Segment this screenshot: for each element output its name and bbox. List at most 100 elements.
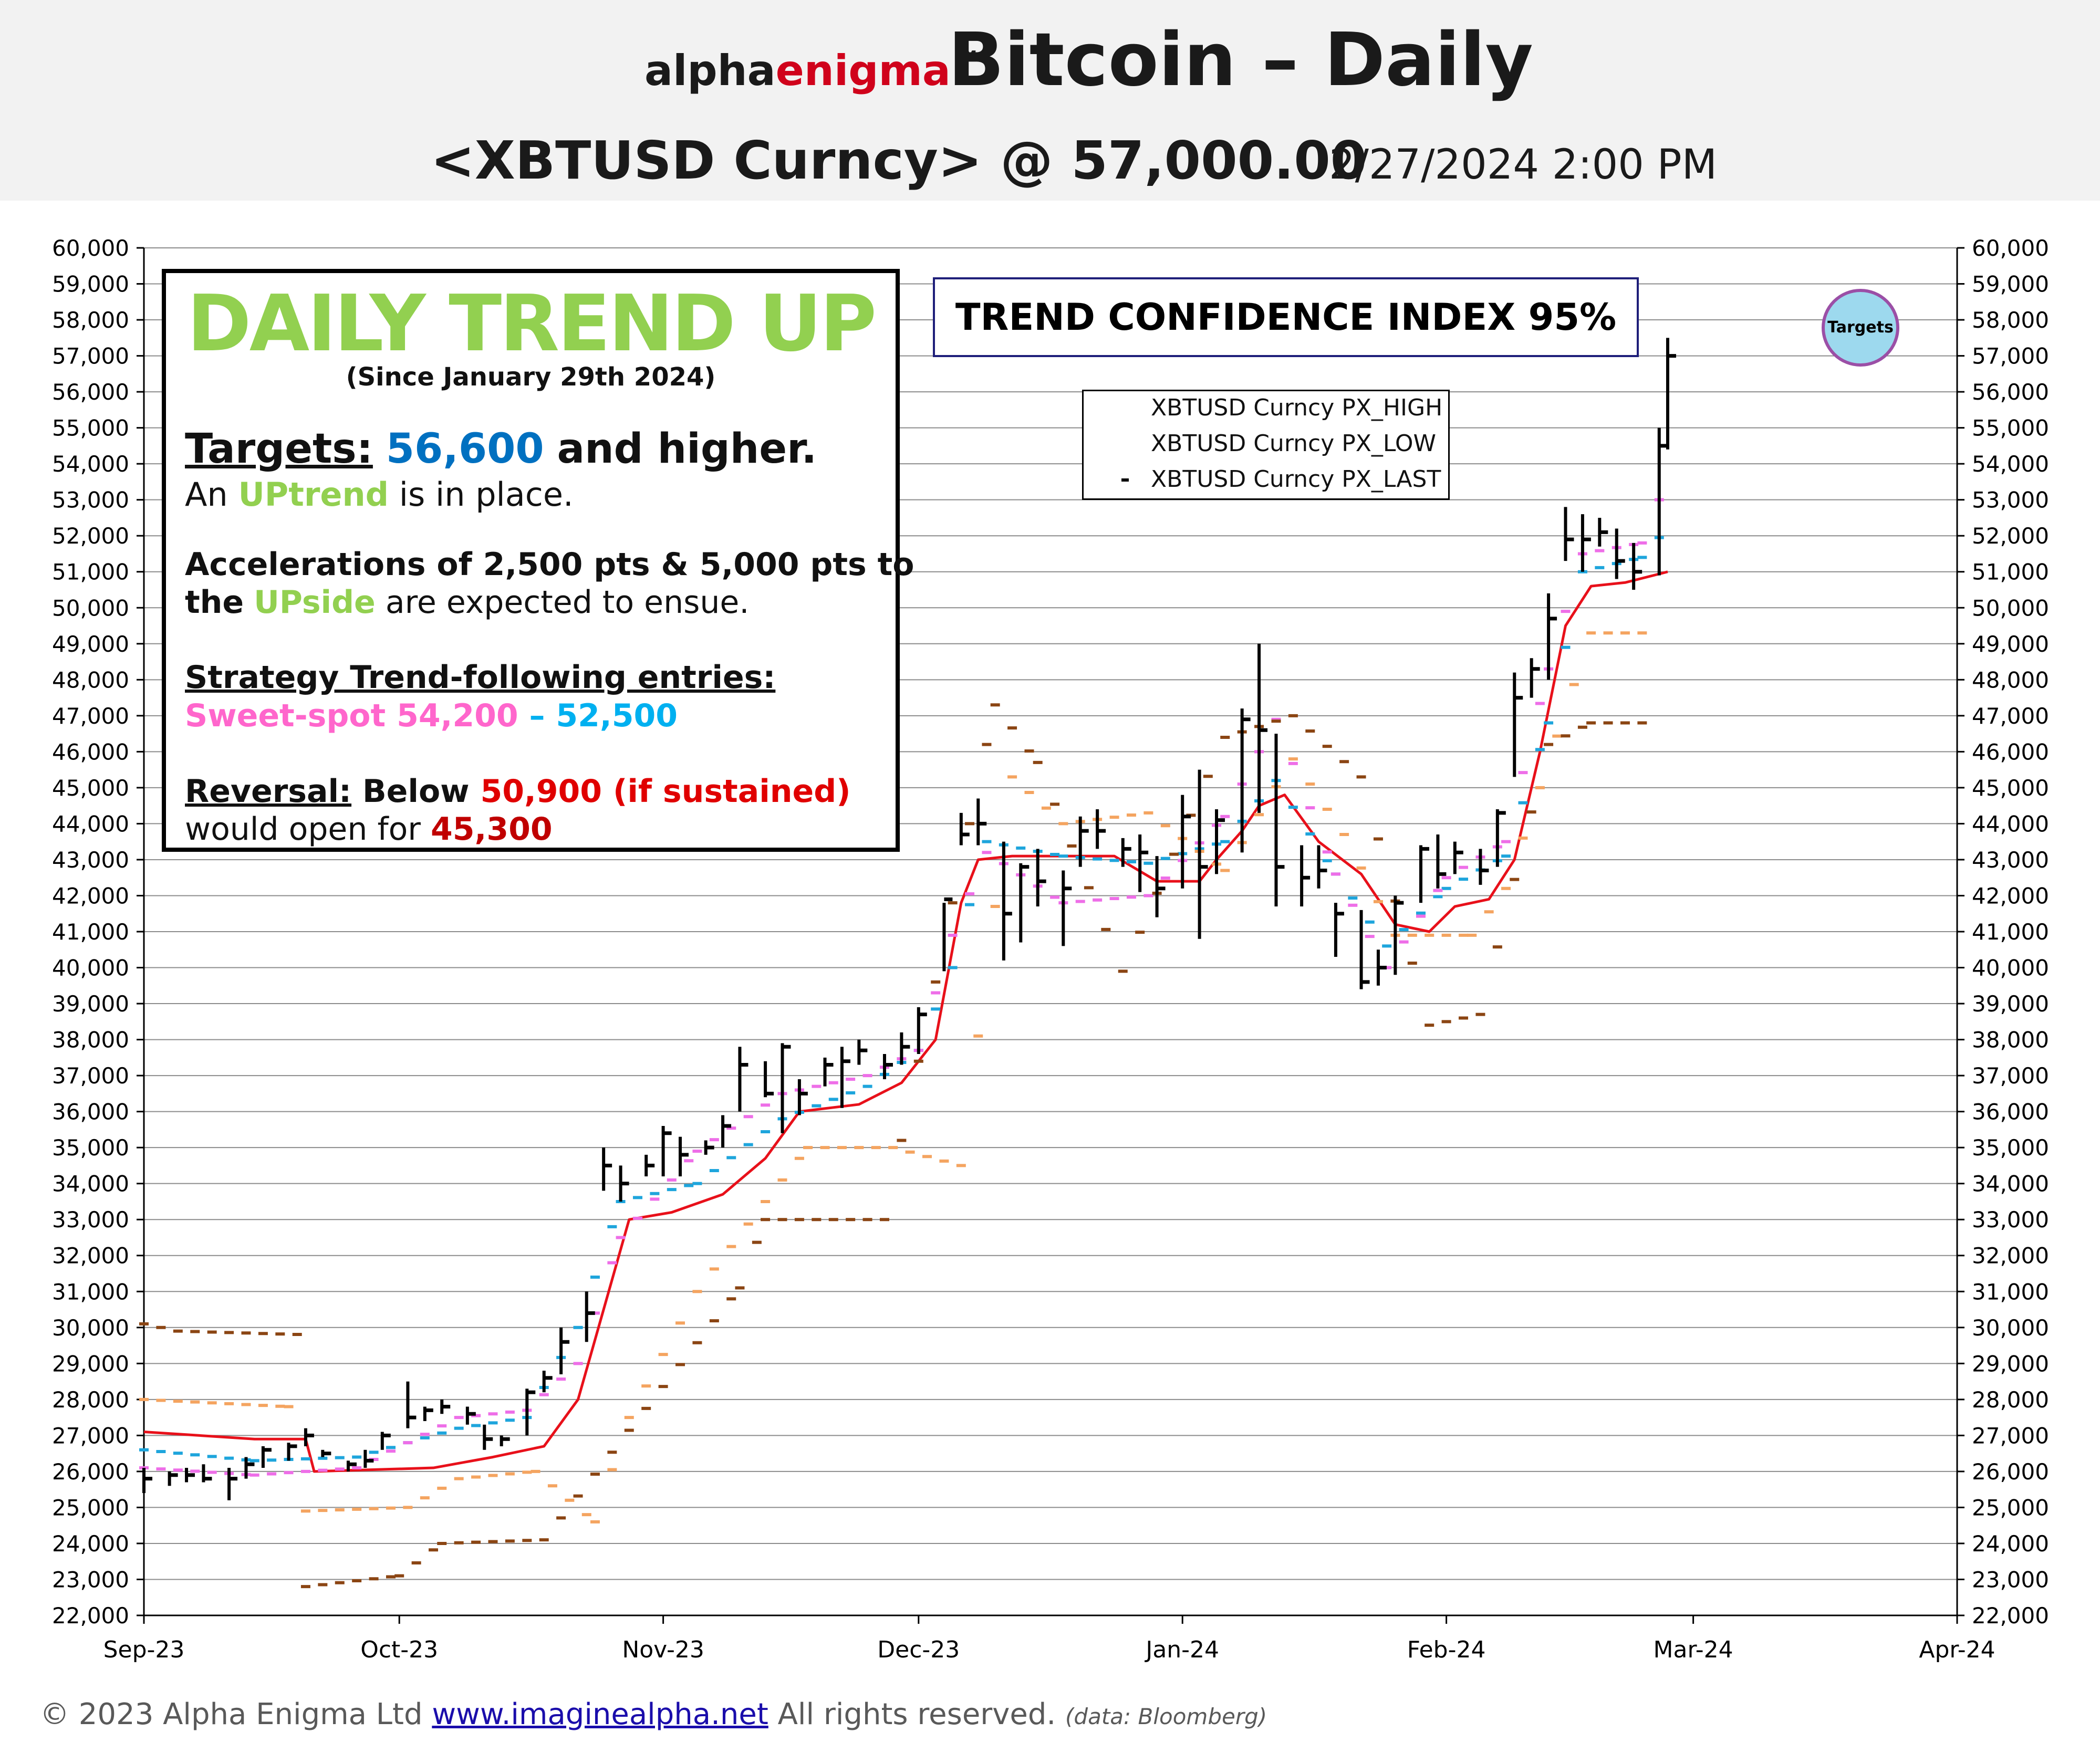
y-tick-label: 37,000 [1972, 1063, 2049, 1089]
y-tick-label: 46,000 [1972, 739, 2049, 765]
x-tick-label: Apr-24 [1919, 1636, 1995, 1663]
y-tick-label: 32,000 [52, 1243, 129, 1269]
y-tick-label: 48,000 [52, 667, 129, 693]
sweet-spot-line: Sweet-spot 54,200 – 52,500 [185, 697, 678, 734]
y-tick-label: 22,000 [1972, 1603, 2049, 1629]
y-tick-label: 53,000 [1972, 487, 2049, 513]
y-tick-label: 49,000 [1972, 631, 2049, 657]
price-bars [142, 338, 1676, 1500]
uptrend-line: An UPtrend is in place. [185, 475, 574, 514]
reversal-below: Below [362, 773, 470, 810]
legend-item-low: XBTUSD Curncy PX_LOW [1084, 427, 1448, 463]
y-tick-label: 43,000 [52, 847, 129, 873]
y-tick-label: 42,000 [1972, 883, 2049, 909]
website-link[interactable]: www.imaginealpha.net [432, 1697, 768, 1731]
accel-line-1: Accelerations of 2,500 pts & 5,000 pts t… [185, 546, 914, 583]
timestamp: 2/27/2024 2:00 PM [1329, 141, 1717, 189]
y-tick-label: 22,000 [52, 1603, 129, 1629]
legend-label: XBTUSD Curncy PX_HIGH [1151, 394, 1443, 421]
y-tick-label: 36,000 [1972, 1099, 2049, 1125]
y-tick-label: 57,000 [52, 343, 129, 369]
y-tick-label: 58,000 [1972, 307, 2049, 333]
y-tick-label: 51,000 [1972, 559, 2049, 585]
x-tick-label: Feb-24 [1407, 1636, 1486, 1663]
reversal-line: Reversal: Below 50,900 (if sustained) [185, 773, 851, 810]
y-tick-label: 49,000 [52, 631, 129, 657]
y-tick-label: 55,000 [1972, 415, 2049, 441]
axes [137, 247, 1964, 1624]
targets-button[interactable]: Targets [1822, 289, 1899, 367]
reversal-cond: (if sustained) [612, 773, 851, 810]
reversal-level: 50,900 [480, 773, 602, 810]
y-tick-label: 60,000 [52, 235, 129, 261]
y-tick-label: 34,000 [1972, 1171, 2049, 1197]
y-axis-right: 22,000 23,000 24,000 25,000 26,000 27,000 28,0… [1972, 235, 2049, 1629]
legend: XBTUSD Curncy PX_HIGH XBTUSD Curncy PX_L… [1082, 390, 1450, 500]
strategy-label: Strategy Trend-following entries: [185, 659, 776, 696]
y-tick-label: 26,000 [1972, 1459, 2049, 1485]
y-tick-label: 35,000 [1972, 1135, 2049, 1161]
y-tick-label: 38,000 [1972, 1027, 2049, 1053]
y-tick-label: 39,000 [52, 991, 129, 1017]
legend-label: XBTUSD Curncy PX_LOW [1151, 430, 1436, 457]
sweet-label: Sweet-spot [185, 697, 386, 734]
x-axis: Sep-23 Oct-23 Nov-23 Dec-23 Jan-24 Feb-24 Mar-… [103, 1636, 1995, 1663]
legend-item-last: XBTUSD Curncy PX_LAST [1084, 463, 1448, 498]
y-tick-label: 46,000 [52, 739, 129, 765]
x-tick-label: Oct-23 [360, 1636, 438, 1663]
y-tick-label: 58,000 [52, 307, 129, 333]
sweet-dash: – [529, 697, 545, 734]
y-tick-label: 27,000 [52, 1423, 129, 1448]
open-level: 45,300 [431, 811, 553, 848]
y-tick-label: 28,000 [1972, 1387, 2049, 1413]
x-tick-label: Mar-24 [1654, 1636, 1733, 1663]
y-tick-label: 23,000 [1972, 1567, 2049, 1592]
y-tick-label: 45,000 [52, 775, 129, 801]
y-tick-label: 57,000 [1972, 343, 2049, 369]
y-tick-label: 23,000 [52, 1567, 129, 1592]
rights: All rights reserved. [777, 1697, 1056, 1731]
y-tick-label: 52,000 [1972, 523, 2049, 549]
y-tick-label: 24,000 [1972, 1531, 2049, 1557]
ticker-price: <XBTUSD Curncy> @ 57,000.00 [431, 130, 1367, 191]
y-tick-label: 29,000 [52, 1351, 129, 1376]
brand-tm: ™ [951, 45, 982, 81]
y-tick-label: 47,000 [1972, 703, 2049, 729]
y-tick-label: 50,000 [1972, 595, 2049, 621]
y-tick-label: 33,000 [1972, 1207, 2049, 1233]
x-tick-label: Sep-23 [103, 1636, 185, 1663]
y-tick-label: 51,000 [52, 559, 129, 585]
svg-text:alphaenigma™: alphaenigma™ [644, 45, 982, 95]
targets-suffix: and higher. [557, 425, 817, 473]
targets-label: Targets: [185, 425, 373, 473]
trend-confidence-index: TREND CONFIDENCE INDEX 95% [933, 277, 1639, 357]
y-tick-label: 43,000 [1972, 847, 2049, 873]
targets-line: Targets: 56,600 and higher. [185, 425, 817, 473]
brand-alpha: alpha [644, 46, 776, 95]
y-tick-label: 40,000 [52, 955, 129, 981]
chart-title: Bitcoin – Daily [948, 17, 1533, 103]
y-tick-label: 25,000 [52, 1495, 129, 1520]
y-tick-label: 27,000 [1972, 1423, 2049, 1448]
uptrend-pre: An [185, 475, 228, 514]
legend-label: XBTUSD Curncy PX_LAST [1151, 466, 1441, 493]
targets-value: 56,600 [386, 425, 544, 473]
y-tick-label: 34,000 [52, 1171, 129, 1197]
y-tick-label: 28,000 [52, 1387, 129, 1413]
uptrend-word: UPtrend [238, 475, 389, 514]
y-tick-label: 59,000 [1972, 272, 2049, 297]
header-bar [0, 0, 2100, 201]
copyright: © 2023 Alpha Enigma Ltd [40, 1697, 423, 1731]
x-tick-label: Jan-24 [1144, 1636, 1219, 1663]
y-tick-label: 48,000 [1972, 667, 2049, 693]
y-tick-label: 54,000 [1972, 451, 2049, 477]
y-tick-label: 36,000 [52, 1099, 129, 1125]
y-tick-label: 54,000 [52, 451, 129, 477]
uptrend-post: is in place. [399, 475, 574, 514]
legend-item-high: XBTUSD Curncy PX_HIGH [1084, 391, 1448, 427]
y-tick-label: 56,000 [1972, 379, 2049, 405]
y-axis-left: 22,000 23,000 24,000 25,000 26,000 27,000 28,0… [52, 235, 129, 1629]
y-tick-label: 37,000 [52, 1063, 129, 1089]
y-tick-label: 56,000 [52, 379, 129, 405]
y-tick-label: 38,000 [52, 1027, 129, 1053]
